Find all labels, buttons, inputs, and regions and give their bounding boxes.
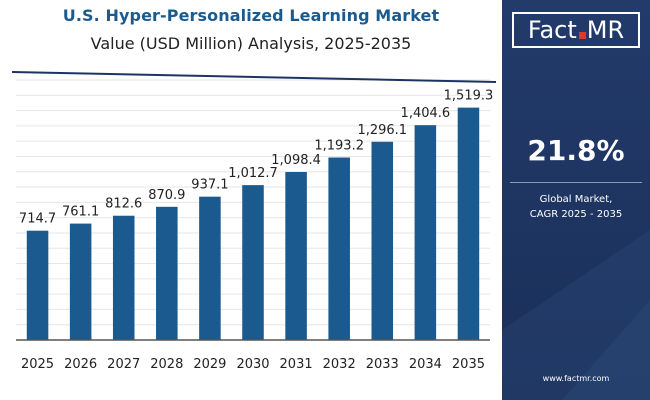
bar-2027 [112,215,135,340]
bar-value-label: 761.1 [62,205,99,220]
bar-2026 [69,223,92,340]
bar-value-label: 714.7 [19,212,56,227]
x-tick-label: 2029 [193,357,226,372]
bar-value-label: 1,519.3 [444,89,494,104]
bar-value-label: 1,012.7 [228,166,278,181]
x-tick-label: 2033 [366,357,399,372]
x-tick-label: 2032 [323,357,356,372]
x-tick-label: 2034 [409,357,442,372]
bar-value-label: 812.6 [105,197,142,212]
bar-2028 [156,206,178,340]
cagr-panel: Fact MR 21.8% Global Market, CAGR 2025 - … [502,0,650,400]
chart-subtitle: Value (USD Million) Analysis, 2025-2035 [90,34,412,53]
bar-2031 [285,172,307,340]
bar-value-label: 1,098.4 [271,153,321,168]
top-accent-line [11,71,497,83]
bar-chart: 714.7 2025 761.1 2026 812.6 2027 870.9 2028 937.… [11,71,497,372]
x-tick-label: 2025 [21,357,54,372]
chart-panel: U.S. Hyper-Personalized Learning Market … [11,6,497,372]
bar-2030 [242,185,264,340]
bar-value-label: 1,404.6 [401,106,451,121]
bar-2034 [414,125,437,340]
logo-dot [578,32,586,39]
x-tick-label: 2027 [107,357,140,372]
cagr-label-line1: Global Market, [539,194,613,205]
panel-background-pattern [502,0,650,400]
x-tick-label: 2028 [150,357,183,372]
chart-title: U.S. Hyper-Personalized Learning Market [62,6,440,25]
cagr-label: Global Market, CAGR 2025 - 2035 [502,192,650,222]
cagr-value: 21.8% [527,134,625,167]
bar-2029 [199,196,221,340]
website-url: www.factmr.com [542,374,610,383]
x-tick-label: 2030 [236,357,269,372]
bar-2033 [371,141,394,340]
x-tick-label: 2035 [452,357,485,372]
cagr-label-line2: CAGR 2025 - 2035 [529,209,623,220]
factmr-logo: Fact MR [512,12,640,48]
x-tick-label: 2031 [280,357,313,372]
x-tick-label: 2026 [64,357,97,372]
bar-value-label: 937.1 [191,178,228,193]
bar-2025 [26,230,49,340]
bar-2032 [328,157,350,340]
logo-text-fact: Fact [527,16,577,44]
divider [510,182,642,183]
logo-text-mr: MR [586,16,625,44]
bar-value-label: 1,193.2 [314,139,364,154]
bar-value-label: 1,296.1 [357,123,407,138]
bar-value-label: 870.9 [148,188,185,203]
bar-2035 [457,107,480,340]
